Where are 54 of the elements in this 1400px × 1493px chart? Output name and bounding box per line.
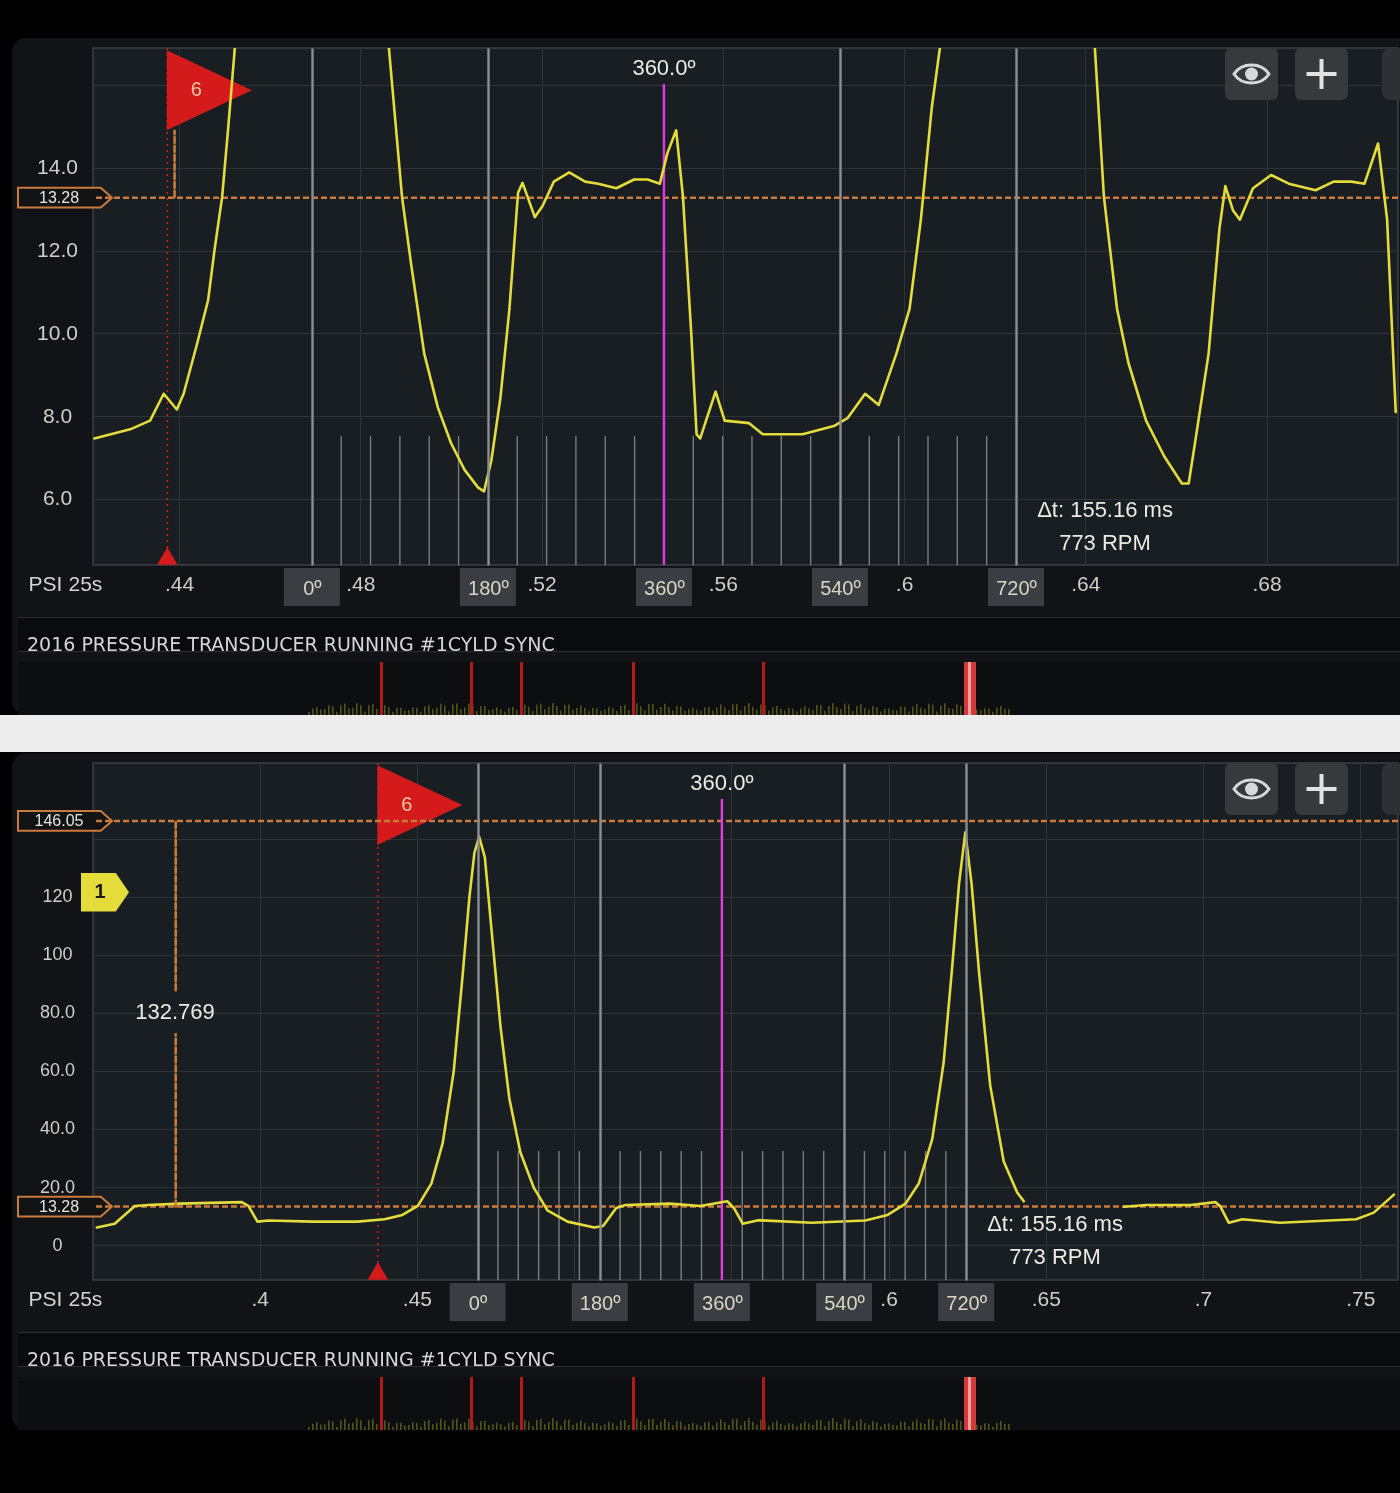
- ref-line-label: 13.28: [38, 188, 80, 206]
- x2-tick-label: 180º: [468, 576, 510, 599]
- x2-tick-label: 0º: [468, 1291, 488, 1314]
- x-tick-label: .65: [1031, 1286, 1061, 1310]
- ref-line-label: 360.0º: [632, 55, 696, 80]
- x-tick-label: .6: [895, 571, 914, 595]
- x2-tick-label: 0º: [303, 576, 323, 599]
- x-tick-label: .6: [880, 1286, 898, 1310]
- y-tick-label: 60.0: [39, 1060, 76, 1081]
- y-tick-label: 100: [42, 944, 73, 965]
- x2-tick-label: 360º: [702, 1291, 744, 1314]
- annotation: 6: [401, 793, 413, 816]
- y-axis-title: PSI: [28, 1286, 63, 1310]
- text: 1: [94, 880, 106, 903]
- x-tick-label: .44: [164, 571, 195, 595]
- x-axis-title: 25s: [68, 1286, 103, 1310]
- y-tick-label: 6.0: [42, 486, 73, 510]
- x-tick-label: .68: [1252, 571, 1282, 595]
- annotation: 132.769: [135, 999, 215, 1024]
- y-tick-label: 120: [42, 886, 73, 907]
- text: 2016 PRESSURE TRANSDUCER RUNNING #1CYLD SYNC: [27, 633, 555, 656]
- x2-tick-label: 720º: [946, 1291, 988, 1314]
- annotation: Δt: 155.16 ms: [987, 1211, 1123, 1236]
- annotation: Δt: 155.16 ms: [1037, 497, 1173, 522]
- ref-line-label: 13.28: [38, 1197, 80, 1215]
- y-tick-label: 14.0: [37, 155, 78, 179]
- x-tick-label: .64: [1071, 571, 1101, 595]
- y-tick-label: 40.0: [39, 1118, 76, 1139]
- x-tick-label: .56: [708, 571, 738, 595]
- annotation: 6: [190, 78, 202, 101]
- x-tick-label: .7: [1194, 1286, 1213, 1310]
- y-tick-label: 12.0: [37, 238, 78, 262]
- annotation: 773 RPM: [1009, 1244, 1101, 1269]
- x-tick-label: .4: [251, 1286, 270, 1310]
- y-tick-label: 80.0: [39, 1002, 76, 1023]
- x-tick-label: .45: [402, 1286, 432, 1310]
- x2-tick-label: 360º: [644, 576, 686, 599]
- y-tick-label: 10.0: [37, 320, 78, 344]
- y-tick-label: 8.0: [42, 403, 73, 427]
- ref-line-label: 360.0º: [690, 770, 754, 795]
- x2-tick-label: 540º: [820, 576, 862, 599]
- x-tick-label: .75: [1346, 1286, 1376, 1310]
- annotation: 773 RPM: [1059, 530, 1151, 555]
- x-axis-title: 25s: [68, 571, 103, 595]
- x2-tick-label: 720º: [996, 576, 1038, 599]
- x2-tick-label: 540º: [824, 1291, 866, 1314]
- ref-line-label: 146.05: [34, 811, 84, 829]
- y-axis-title: PSI: [28, 571, 63, 595]
- x-tick-label: .52: [527, 571, 557, 595]
- text: 2016 PRESSURE TRANSDUCER RUNNING #1CYLD SYNC: [27, 1348, 555, 1371]
- y-tick-label: 20.0: [39, 1176, 76, 1197]
- x2-tick-label: 180º: [579, 1291, 622, 1314]
- x-tick-label: .48: [346, 571, 376, 595]
- y-tick-label: 0: [52, 1234, 63, 1255]
